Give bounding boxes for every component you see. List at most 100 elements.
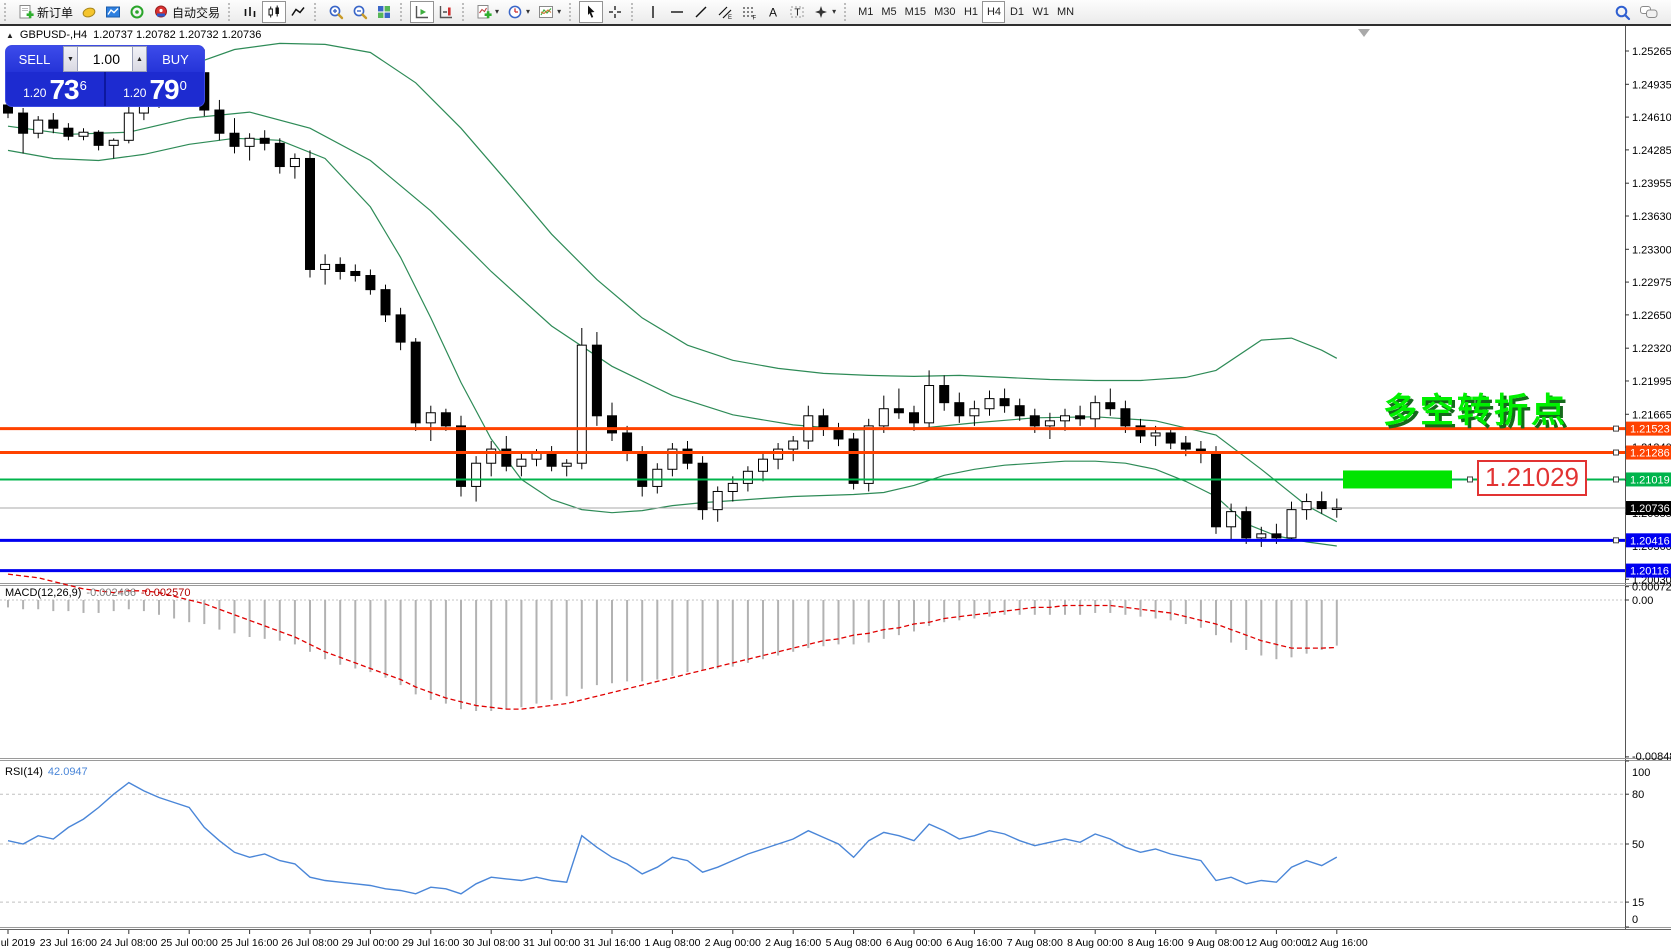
dropdown-arrow-icon: ▾ xyxy=(832,7,837,16)
new-order-label: 新订单 xyxy=(37,5,74,20)
line-chart-button[interactable] xyxy=(286,1,310,23)
zoom-in-button[interactable] xyxy=(324,1,348,23)
buy-price[interactable]: 1.20 79 0 xyxy=(104,72,204,106)
candle-down xyxy=(1120,408,1131,427)
tile-windows-button[interactable] xyxy=(372,1,396,23)
new-order-button[interactable]: 新订单 xyxy=(14,1,77,23)
fibonacci-icon: F xyxy=(743,7,757,20)
price-axis-label-text: 1.21286 xyxy=(1630,448,1670,460)
timeframe-m15-button[interactable]: M15 xyxy=(901,1,930,23)
collapse-arrow-icon[interactable]: ▲ xyxy=(6,30,14,40)
bar-chart-icon xyxy=(244,7,256,17)
candle-up xyxy=(924,385,935,424)
sell-price-sup: 6 xyxy=(79,78,87,93)
candle-down xyxy=(1271,533,1282,539)
periods-button[interactable]: ▾ xyxy=(503,1,534,23)
volume-input[interactable]: 1.00 xyxy=(78,46,132,72)
candle-down xyxy=(682,448,693,464)
charts-cloud-icon xyxy=(106,6,121,18)
auto-trading-button[interactable]: 自动交易 xyxy=(149,1,224,23)
sell-price[interactable]: 1.20 73 6 xyxy=(6,72,104,106)
timeframe-h1-button[interactable]: H1 xyxy=(959,1,982,23)
time-axis-label: 2 Aug 16:00 xyxy=(765,937,821,949)
auto-scroll-button[interactable] xyxy=(410,1,435,23)
line-anchor-handle[interactable] xyxy=(1613,537,1619,544)
horizontal-line-button[interactable] xyxy=(665,1,689,23)
chart-title: ▲ GBPUSD-,H4 1.20737 1.20782 1.20732 1.2… xyxy=(6,29,261,41)
volume-up-stepper[interactable]: ▲ xyxy=(132,46,147,72)
equidistant-channel-button[interactable]: E xyxy=(713,1,737,23)
text-label-button[interactable]: T xyxy=(785,1,809,23)
crosshair-icon xyxy=(609,6,622,18)
market-icon xyxy=(82,7,96,18)
trendline-button[interactable] xyxy=(689,1,713,23)
timeframe-w1-button[interactable]: W1 xyxy=(1028,1,1053,23)
periods-clock-icon xyxy=(508,5,522,19)
new-order-icon xyxy=(19,5,34,19)
price-axis-label-text: 1.20416 xyxy=(1630,535,1670,547)
text-a-glyph: A xyxy=(769,6,777,20)
buy-label: BUY xyxy=(162,51,189,67)
candle-down xyxy=(93,131,104,146)
volume-down-stepper[interactable]: ▼ xyxy=(63,46,78,72)
crosshair-button[interactable] xyxy=(603,1,627,23)
timeframe-h4-button[interactable]: H4 xyxy=(982,1,1006,23)
search-button[interactable] xyxy=(1610,1,1635,23)
text-button[interactable]: A xyxy=(761,1,785,23)
line-anchor-handle[interactable] xyxy=(1613,476,1619,483)
candle-down xyxy=(395,314,406,343)
signal-button[interactable] xyxy=(125,1,149,23)
market-button[interactable] xyxy=(77,1,101,23)
auto-trading-label: 自动交易 xyxy=(172,5,221,20)
templates-button[interactable]: ▾ xyxy=(534,1,565,23)
line-anchor-handle[interactable] xyxy=(1613,449,1619,456)
charts-button[interactable] xyxy=(101,1,125,23)
line-anchor-handle[interactable] xyxy=(1467,476,1473,483)
timeframe-d1-button[interactable]: D1 xyxy=(1005,1,1028,23)
candle-down xyxy=(440,412,451,427)
toolbar-grip xyxy=(314,3,321,21)
bar-chart-button[interactable] xyxy=(238,1,262,23)
buy-button[interactable]: BUY xyxy=(147,46,204,72)
bollinger-upper-band xyxy=(7,42,1338,382)
fibonacci-button[interactable]: F xyxy=(737,1,761,23)
time-axis-label: 29 Jul 16:00 xyxy=(402,937,459,949)
arrows-button[interactable]: ▾ xyxy=(809,1,840,23)
chart-shift-button[interactable] xyxy=(434,1,458,23)
timeframe-m1-button[interactable]: M1 xyxy=(854,1,877,23)
timeframe-mn-button[interactable]: MN xyxy=(1053,1,1078,23)
price-callout-label[interactable]: 1.21029 xyxy=(1477,460,1587,496)
time-axis-label: 1 Aug 08:00 xyxy=(644,937,700,949)
timeframe-m30-button[interactable]: M30 xyxy=(930,1,959,23)
price-tick-label: 1.22320 xyxy=(1632,343,1671,355)
symbol-period-label: GBPUSD-,H4 xyxy=(19,29,88,41)
indicators-button[interactable]: ▾ xyxy=(472,1,503,23)
timeframe-label: H1 xyxy=(963,6,978,18)
line-anchor-handle[interactable] xyxy=(1613,425,1619,432)
candle-down xyxy=(456,425,466,487)
zoom-out-button[interactable] xyxy=(348,1,372,23)
highlight-rect[interactable] xyxy=(1343,470,1452,489)
timeframe-m5-button[interactable]: M5 xyxy=(877,1,900,23)
dropdown-arrow-icon: ▾ xyxy=(495,7,500,16)
timeframe-label: M5 xyxy=(881,6,897,18)
candle-down xyxy=(546,452,557,467)
candle-down xyxy=(1105,402,1116,410)
chat-button[interactable] xyxy=(1635,1,1663,23)
spin-up-icon: ▲ xyxy=(136,55,143,63)
cursor-button[interactable] xyxy=(579,1,604,23)
candle-up xyxy=(969,408,980,417)
price-axis-label-text: 1.21019 xyxy=(1630,474,1670,486)
turning-point-annotation[interactable]: 多空转折点 xyxy=(1383,392,1568,430)
vertical-line-button[interactable] xyxy=(641,1,665,23)
tile-windows-icon xyxy=(378,6,391,18)
chart-shift-marker-icon[interactable] xyxy=(1358,29,1370,37)
candlestick-chart-button[interactable] xyxy=(262,1,287,23)
timeframe-label: M15 xyxy=(904,6,927,18)
sell-button[interactable]: SELL xyxy=(6,46,63,72)
candle-up xyxy=(773,448,784,460)
candle-up xyxy=(289,157,300,168)
candle-up xyxy=(878,408,889,427)
macd-indicator-label: MACD(12,26,9) -0.002466 -0.002570 xyxy=(5,587,191,599)
